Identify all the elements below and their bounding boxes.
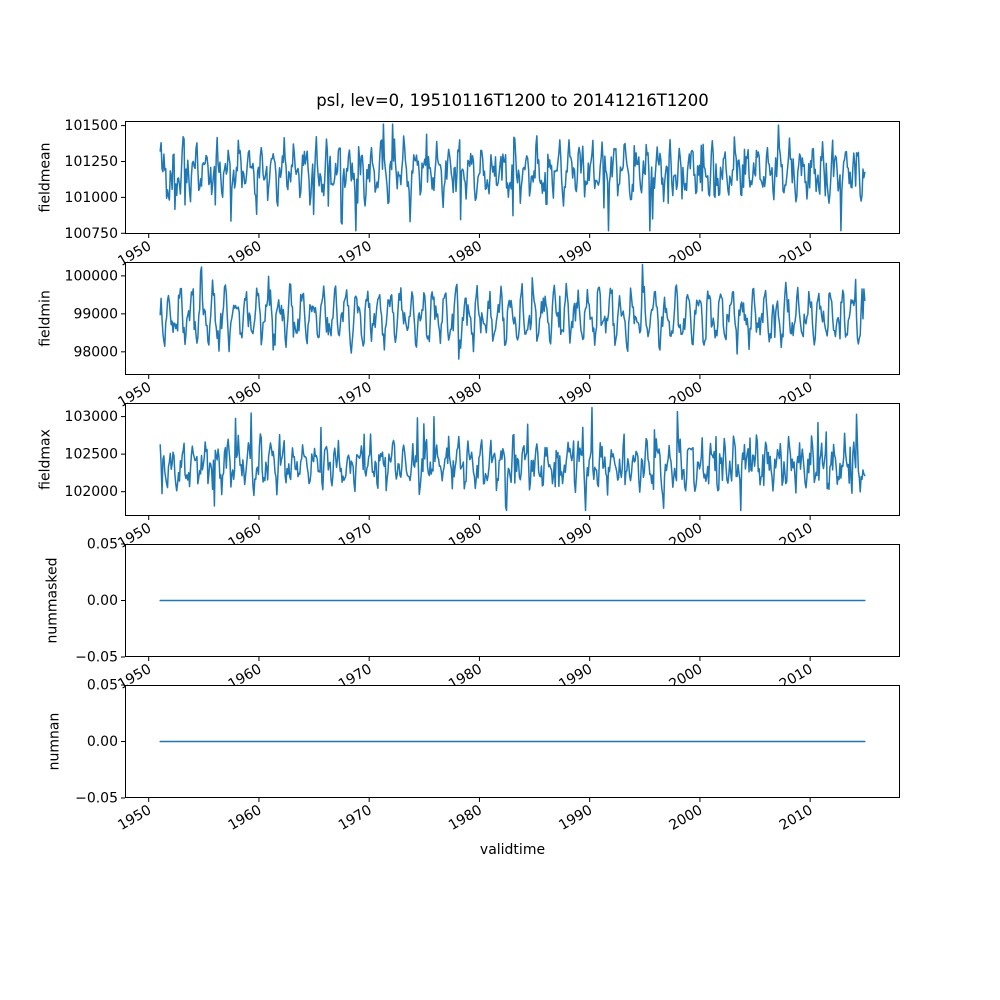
x-tick-label: 1990 [556, 802, 595, 834]
y-tick-label: 0.00 [87, 593, 118, 609]
y-tick-label: 101000 [65, 190, 118, 206]
x-tick-label: 1950 [115, 802, 154, 834]
y-axis-label-fieldmean: fieldmean [37, 143, 53, 213]
y-axis-label-fieldmin: fieldmin [37, 290, 53, 347]
y-tick-label: 0.05 [87, 536, 118, 552]
line-series-fieldmean [159, 123, 866, 232]
y-tick-label: −0.05 [75, 790, 118, 806]
chart-title: psl, lev=0, 19510116T1200 to 20141216T12… [316, 91, 709, 110]
y-tick-label: 103000 [65, 409, 118, 425]
y-tick-label: 101500 [65, 118, 118, 134]
y-axis-label-nummasked: nummasked [44, 557, 60, 643]
y-tick-label: 100750 [65, 226, 118, 242]
y-tick-label: 98000 [73, 344, 118, 360]
y-tick-label: 99000 [73, 306, 118, 322]
y-tick-label: 0.05 [87, 677, 118, 693]
line-series-fieldmin [159, 263, 866, 360]
y-tick-label: 102000 [65, 484, 118, 500]
subplot-numnan: 0.05 0.00 −0.05 numnan 1950 1960 1970 1980 1990 2… [46, 677, 900, 834]
y-tick-label: −0.05 [75, 649, 118, 665]
y-tick-label: 100000 [65, 268, 118, 284]
y-tick-label: 0.00 [87, 734, 118, 750]
y-tick-label: 102500 [65, 447, 118, 463]
y-tick-label: 101250 [65, 154, 118, 170]
y-axis-label-fieldmax: fieldmax [37, 429, 53, 490]
x-axis-title: validtime [479, 842, 546, 858]
x-tick-label: 2000 [667, 802, 706, 834]
x-tick-label: 1970 [336, 802, 375, 834]
y-axis-label-numnan: numnan [46, 713, 62, 771]
x-tick-label: 2010 [777, 802, 816, 834]
line-series-fieldmax [159, 406, 866, 512]
x-tick-label: 1960 [226, 802, 265, 834]
x-tick-label: 1980 [446, 802, 485, 834]
